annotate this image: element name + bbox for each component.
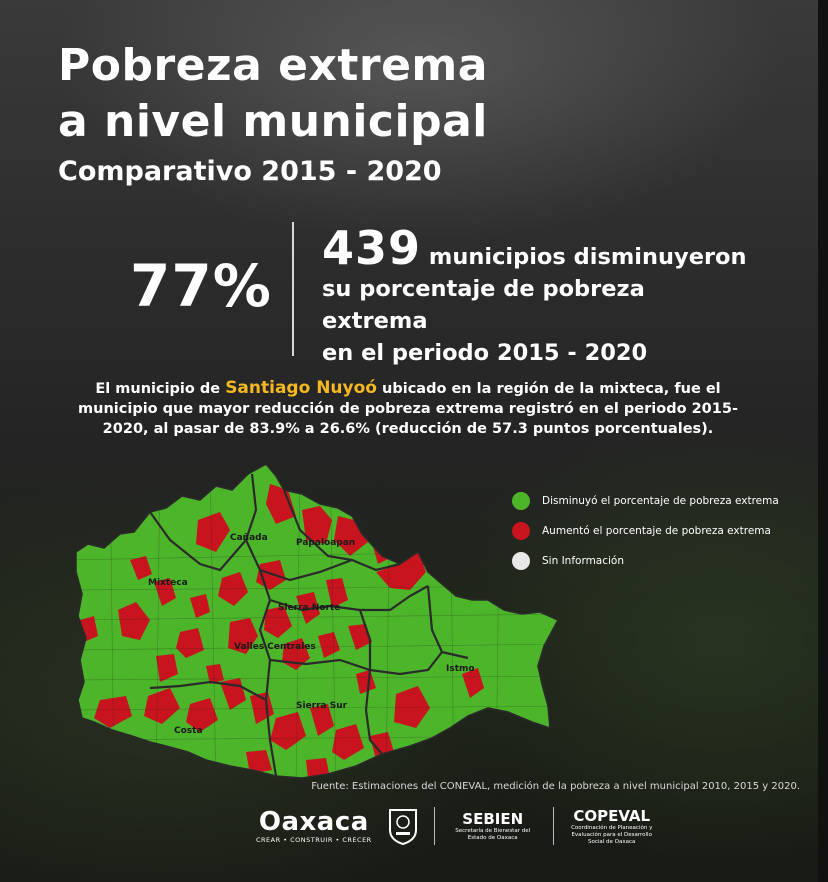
sebien-subtitle: Secretaría de Bienestar del Estado de Oa… — [455, 828, 531, 841]
logo-divider — [552, 807, 554, 845]
region-mixteca: Mixteca — [148, 578, 188, 588]
divider — [292, 222, 294, 356]
highlight-municipality: Santiago Nuyoó — [225, 378, 377, 398]
oaxaca-logo: Oaxaca CREAR • CONSTRUIR • CRECER — [256, 808, 372, 844]
legend-label: Aumentó el porcentaje de pobreza extrema — [542, 525, 771, 537]
title-line-1: Pobreza extrema — [58, 40, 488, 91]
copeval-wordmark: COPEVAL — [573, 806, 651, 825]
paragraph-before: El municipio de — [95, 381, 226, 397]
source-note: Fuente: Estimaciones del CONEVAL, medici… — [311, 781, 800, 792]
municipios-stat: 439 municipios disminuyeron su porcentaj… — [322, 225, 752, 369]
page-subtitle: Comparativo 2015 - 2020 — [58, 156, 442, 187]
page-title: Pobreza extrema a nivel municipal — [58, 38, 488, 150]
region-sierra-norte: Sierra Norte — [278, 603, 340, 613]
stat-text-3: en el periodo 2015 - 2020 — [322, 340, 648, 366]
map-legend: Disminuyó el porcentaje de pobreza extre… — [512, 486, 779, 576]
state-outline — [75, 462, 560, 779]
oaxaca-map: Cañada Papaloapan Mixteca Sierra Norte V… — [75, 462, 560, 779]
right-border — [818, 0, 828, 882]
red-dot-icon — [512, 522, 530, 540]
municipio-lines — [76, 464, 558, 778]
stat-text-2: su porcentaje de pobreza extrema — [322, 276, 645, 334]
state-seal-icon — [388, 809, 417, 846]
legend-item-decreased: Disminuyó el porcentaje de pobreza extre… — [512, 486, 779, 516]
gray-dot-icon — [512, 552, 530, 570]
green-dot-icon — [512, 492, 530, 510]
municipios-count: 439 — [322, 221, 422, 275]
region-sierra-sur: Sierra Sur — [296, 701, 348, 711]
region-costa: Costa — [174, 726, 203, 736]
legend-item-increased: Aumentó el porcentaje de pobreza extrema — [512, 516, 779, 546]
logos-bar: Oaxaca CREAR • CONSTRUIR • CRECER SEBIEN… — [256, 806, 672, 846]
oaxaca-tagline: CREAR • CONSTRUIR • CRECER — [256, 836, 372, 844]
sebien-logo: SEBIEN Secretaría de Bienestar del Estad… — [447, 810, 539, 842]
paragraph-after: ubicado en la región de la mixteca, fue … — [78, 381, 738, 437]
legend-item-no-info: Sin Información — [512, 546, 779, 576]
region-istmo: Istmo — [446, 664, 475, 674]
title-line-2: a nivel municipal — [58, 96, 488, 147]
red-municipios — [80, 484, 484, 778]
sebien-wordmark: SEBIEN — [462, 810, 524, 828]
region-borders — [149, 473, 469, 777]
region-canada: Cañada — [230, 533, 268, 543]
copeval-logo: COPEVAL Coordinación de Planeación y Eva… — [566, 807, 658, 846]
region-papaloapan: Papaloapan — [296, 538, 355, 548]
copeval-subtitle: Coordinación de Planeación y Evaluación … — [571, 824, 653, 845]
oaxaca-wordmark: Oaxaca — [258, 807, 369, 837]
stat-text-1: municipios disminuyeron — [428, 244, 747, 270]
legend-label: Disminuyó el porcentaje de pobreza extre… — [542, 495, 779, 507]
highlight-paragraph: El municipio de Santiago Nuyoó ubicado e… — [58, 378, 758, 439]
percent-stat: 77% — [130, 252, 272, 320]
region-valles-centrales: Valles Centrales — [234, 642, 316, 652]
logo-divider — [433, 807, 435, 845]
legend-label: Sin Información — [542, 555, 625, 567]
